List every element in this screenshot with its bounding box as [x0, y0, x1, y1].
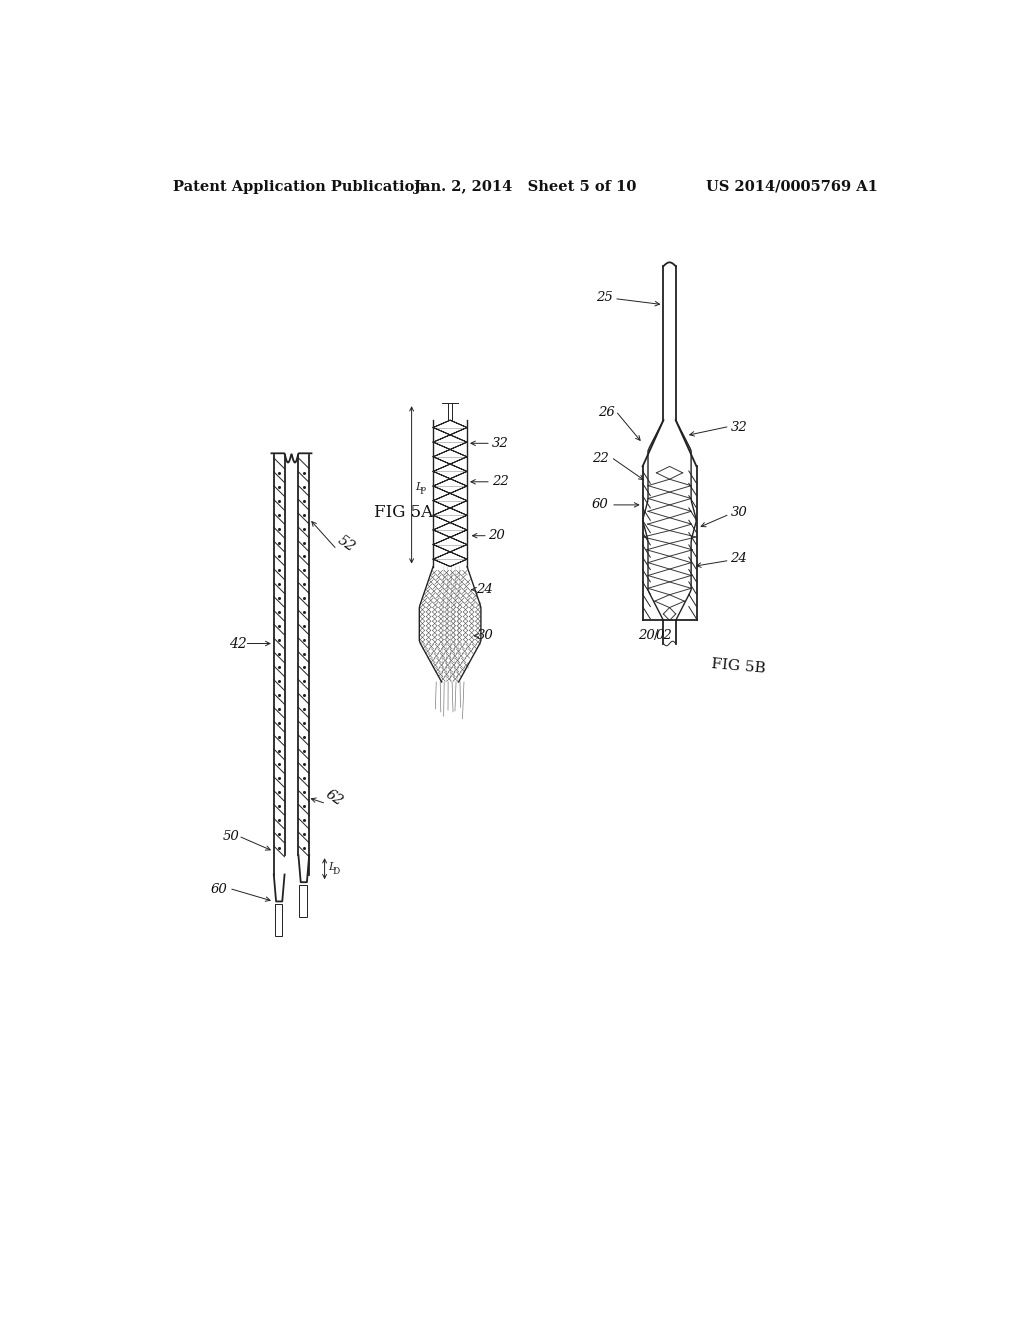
Text: US 2014/0005769 A1: US 2014/0005769 A1 [706, 180, 878, 194]
Text: Patent Application Publication: Patent Application Publication [173, 180, 425, 194]
Text: 50: 50 [222, 829, 239, 842]
Text: L: L [415, 482, 422, 492]
Text: 32: 32 [492, 437, 509, 450]
Text: 20: 20 [487, 529, 505, 543]
Text: 02: 02 [655, 630, 673, 643]
Bar [274, 904, 283, 936]
Text: Jan. 2, 2014   Sheet 5 of 10: Jan. 2, 2014 Sheet 5 of 10 [414, 180, 636, 194]
Text: 62: 62 [324, 787, 346, 808]
Text: 52: 52 [335, 532, 357, 554]
Text: FIG 5B: FIG 5B [711, 657, 767, 676]
Text: D: D [333, 866, 340, 875]
Text: FIG 5A: FIG 5A [375, 504, 433, 521]
Text: 24: 24 [476, 583, 494, 597]
Text: 26: 26 [598, 407, 614, 418]
Text: P: P [419, 487, 425, 495]
Text: L: L [328, 862, 335, 873]
Text: 42: 42 [229, 636, 247, 651]
Text: 32: 32 [730, 421, 748, 434]
Text: 22: 22 [492, 475, 509, 488]
Text: 60: 60 [592, 499, 608, 511]
Text: 30: 30 [476, 630, 494, 643]
Text: 22: 22 [592, 453, 608, 465]
Text: 25: 25 [596, 290, 612, 304]
Text: 24: 24 [730, 552, 748, 565]
Text: 60: 60 [211, 883, 227, 896]
Text: /: / [654, 630, 658, 643]
Text: 20: 20 [638, 630, 654, 643]
Text: 30: 30 [730, 506, 748, 519]
Bar [299, 884, 307, 917]
